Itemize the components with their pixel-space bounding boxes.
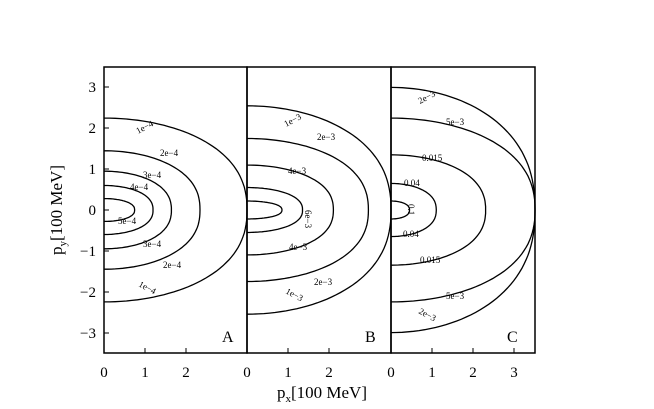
panel-c-frame [390,66,536,354]
contour-line-panel-a-1 [104,150,201,270]
contour-label-c-01: 0.1 [406,204,416,215]
contour-line-panel-a-3 [104,184,154,236]
panel-a-frame [103,66,248,354]
panel-a-contours [104,117,248,303]
contour-label-a-3e-4-top: 3e−4 [143,170,162,180]
x-tick-label-a-1: 1 [141,365,149,381]
contour-label-b-1e-3-bottom: 1e−3 [284,286,305,304]
contour-label-b-2e-3-top: 2e−3 [317,132,336,142]
y-tick-label: 3 [89,80,97,96]
x-axis: 0 1 2 0 1 2 0 1 2 3 px[100 MeV] [100,348,518,405]
x-tick-label-c-1: 1 [428,365,436,381]
contour-label-b-4e-3-top: 4e−3 [288,166,307,176]
contour-label-a-1e-4-bottom: 1e−4 [137,279,158,297]
x-axis-label-unit: [100 MeV] [291,383,367,402]
x-tick-label-c-2: 2 [469,365,477,381]
x-tick-label-b-1: 1 [284,365,292,381]
contour-line-panel-a-4 [104,197,136,223]
contour-label-c-2e-3-top: 2e−3 [416,88,437,106]
y-axis-label: py[100 MeV] [47,165,69,255]
contour-line-panel-c-4 [391,200,411,220]
x-axis-label-subscript: x [285,393,291,405]
contour-line-panel-b-3 [247,186,304,234]
contour-line-panel-a-0 [104,117,248,303]
y-axis-label-subscript: y [57,241,69,247]
x-axis-label: px[100 MeV] [277,383,367,405]
contour-label-c-5e-3-top: 5e−3 [446,117,465,127]
panel-c: 2e−3 5e−3 0.015 0.04 0.1 0.04 0.015 5e−3… [390,66,536,354]
panel-c-contour-labels: 2e−3 5e−3 0.015 0.04 0.1 0.04 0.015 5e−3… [403,88,465,323]
x-tick-label-c-0: 0 [387,365,395,381]
y-tick-label: 1 [89,162,97,178]
contour-label-c-004-bottom: 0.04 [403,229,419,239]
y-tick-label: −3 [80,326,96,342]
x-tick-label-c-3: 3 [510,365,518,381]
contour-label-c-0015-top: 0.015 [422,153,443,163]
y-axis-label-symbol: p [47,247,66,256]
contour-line-panel-c-2 [390,154,487,266]
contour-label-a-5e-4: 5e−4 [118,216,137,226]
panel-c-label: C [507,329,518,346]
y-tick-label: 2 [89,121,97,137]
contour-label-c-5e-3-bottom: 5e−3 [446,291,465,301]
y-axis: 3 2 1 0 −1 −2 −3 py[100 MeV] [47,80,109,342]
x-tick-label-a-0: 0 [100,365,108,381]
y-tick-label: −2 [80,285,96,301]
contour-label-a-2e-4-top: 2e−4 [160,148,179,158]
contour-line-panel-c-3 [390,182,437,238]
contour-label-b-1e-3-top: 1e−3 [282,111,303,129]
contour-line-panel-b-4 [247,200,283,220]
panel-b: 1e−3 2e−3 4e−3 6e−3 4e−3 2e−3 1e−3 B [246,66,392,354]
x-axis-label-symbol: p [277,383,286,402]
panel-b-contour-labels: 1e−3 2e−3 4e−3 6e−3 4e−3 2e−3 1e−3 [282,111,335,303]
contour-line-panel-a-2 [104,170,173,250]
contour-label-a-4e-4-top: 4e−4 [130,182,149,192]
contour-label-a-3e-4-bottom: 3e−4 [143,239,162,249]
contour-line-panel-b-2 [247,164,335,256]
contour-label-c-004-top: 0.04 [404,178,420,188]
contour-label-c-0015-bottom: 0.015 [420,255,441,265]
panel-a-contour-labels: 1e−4 2e−4 3e−4 4e−4 5e−4 3e−4 2e−4 1e−4 [118,118,182,296]
contour-line-panel-b-1 [247,137,370,283]
y-axis-label-unit: [100 MeV] [47,165,66,241]
contour-label-b-2e-3-bottom: 2e−3 [314,277,333,287]
panel-a: 1e−4 2e−4 3e−4 4e−4 5e−4 3e−4 2e−4 1e−4 … [103,66,248,354]
contour-label-a-2e-4-bottom: 2e−4 [163,260,182,270]
contour-label-b-4e-3-bottom: 4e−3 [289,242,308,252]
panel-b-label: B [365,329,376,346]
x-tick-label-a-2: 2 [182,365,190,381]
y-tick-label: −1 [80,244,96,260]
contour-label-c-2e-3-bottom: 2e−3 [417,306,438,324]
panel-a-label: A [222,329,234,346]
x-tick-label-b-0: 0 [243,365,251,381]
y-tick-label: 0 [89,203,97,219]
contour-label-b-6e-3: 6e−3 [303,210,313,229]
panel-b-frame [246,66,392,354]
x-tick-label-b-2: 2 [325,365,333,381]
